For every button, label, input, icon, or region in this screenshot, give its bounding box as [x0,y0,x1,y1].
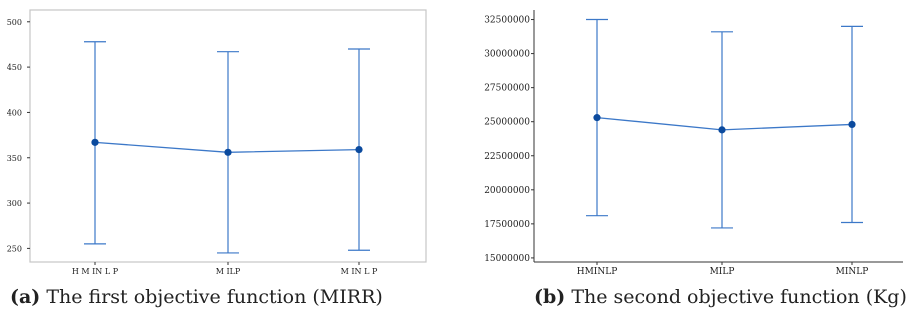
p1-x-tick-label: M IN L P [341,267,378,276]
p1-mean-point [355,145,363,154]
p1-y-tick-label: 350 [7,154,22,163]
p1-y-tick-label: 300 [7,199,22,208]
p1-x-tick-label: M ILP [216,267,241,276]
p1-mean-point [91,138,99,146]
p1-y-tick-label: 450 [7,63,22,72]
p2-y-tick-label: 25000000 [484,118,530,128]
p2-y-tick-label: 22500000 [484,152,530,162]
p1-y-tick-label: 400 [7,108,22,117]
p1-y-tick-label: 250 [7,244,22,253]
p2-mean-point [593,114,601,122]
p2-y-tick-label: 17500000 [484,220,530,230]
p2-y-tick-label: 32500000 [484,16,530,26]
p2-y-tick-label: 30000000 [484,50,530,60]
caption-a: (a) The first objective function (MIRR) [10,286,383,308]
p2-mean-point [718,126,726,134]
caption-b-label: (b) [534,286,566,308]
p2-y-tick-label: 27500000 [484,84,530,94]
p2-y-tick-label: 15000000 [484,254,530,264]
caption-a-text: The first objective function (MIRR) [46,286,383,308]
p2-x-tick-label: MILP [710,267,735,277]
caption-b-text: The second objective function (Kg) [571,286,907,308]
p1-x-tick-label: H M IN L P [72,267,119,276]
p2-x-tick-label: MINLP [836,267,869,277]
p2-mean-point [848,120,856,129]
p1-mean-point [224,148,232,156]
p2-x-tick-label: HMINLP [577,267,618,277]
p1-y-tick-label: 500 [7,18,22,27]
caption-a-label: (a) [10,286,41,308]
caption-b: (b) The second objective function (Kg) [534,286,907,308]
p2-y-tick-label: 20000000 [484,186,530,196]
